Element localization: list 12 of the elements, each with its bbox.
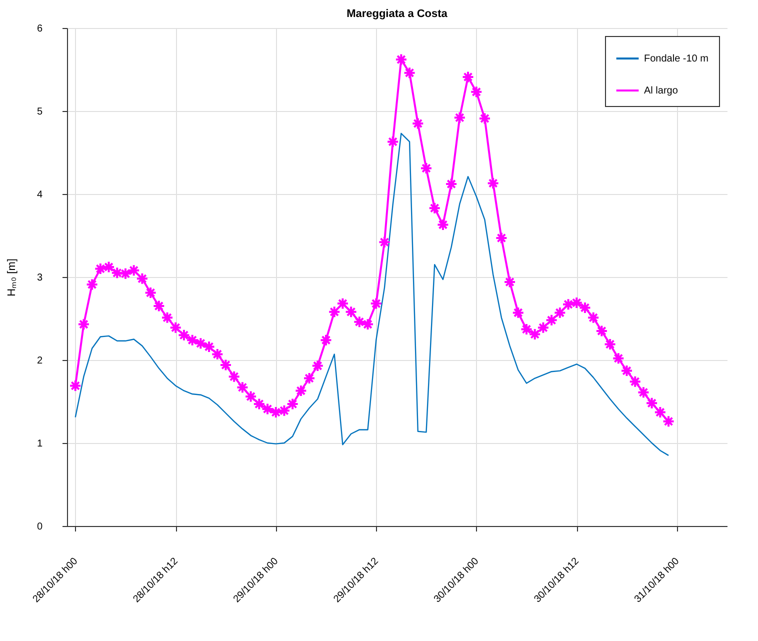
legend-label: Fondale -10 m: [644, 54, 708, 64]
y-axis-title: Hₘ₀ [m]: [6, 258, 18, 296]
y-tick-label: 0: [36, 522, 43, 532]
y-tick-label: 4: [36, 190, 43, 200]
y-tick-label: 5: [36, 106, 43, 118]
line-series: [74, 132, 670, 456]
y-tick-label: 2: [36, 356, 43, 366]
legend-label: Al largo: [644, 86, 678, 96]
chart-title: Mareggiata a Costa: [346, 8, 448, 20]
y-tick-label: 1: [36, 438, 43, 450]
y-tick-label: 3: [36, 272, 43, 284]
y-tick-label: 6: [36, 24, 43, 34]
